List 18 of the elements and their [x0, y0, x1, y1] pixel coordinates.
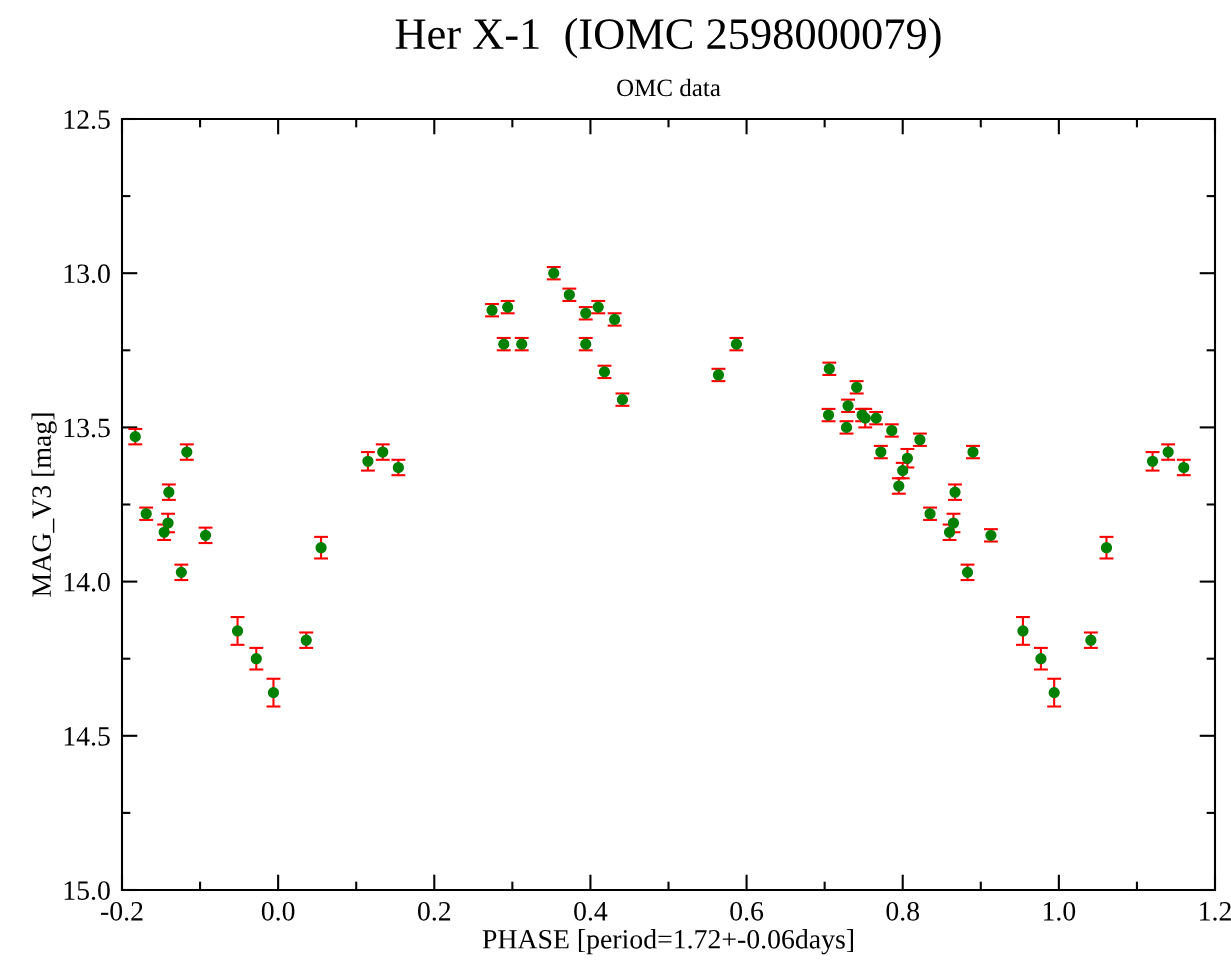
y-tick-label: 14.5 [64, 727, 110, 746]
x-tick-label: 0.2 [417, 901, 451, 921]
chart-subtitle: OMC data [617, 78, 721, 97]
chart-title: Her X-1 (IOMC 2598000079) [395, 17, 941, 59]
x-tick-label: -0.2 [101, 901, 143, 921]
x-tick-label: 0.4 [574, 901, 608, 921]
x-tick-label: 1.2 [1200, 901, 1231, 921]
y-axis-title: MAG_V3 [mag] [31, 413, 57, 597]
y-tick-label: 13.0 [64, 264, 110, 284]
y-tick-label: 13.5 [64, 418, 110, 438]
x-axis-title: PHASE [period=1.72+-0.06days] [482, 929, 853, 955]
y-tick-label: 14.0 [64, 572, 110, 592]
x-tick-label: 1.0 [1043, 901, 1076, 921]
y-tick-label: 12.5 [64, 110, 110, 130]
x-tick-label: 0.0 [261, 901, 295, 921]
x-tick-label: 0.8 [886, 901, 920, 921]
x-tick-label: 0.6 [730, 901, 764, 921]
y-tick-label: 15.0 [64, 881, 110, 901]
